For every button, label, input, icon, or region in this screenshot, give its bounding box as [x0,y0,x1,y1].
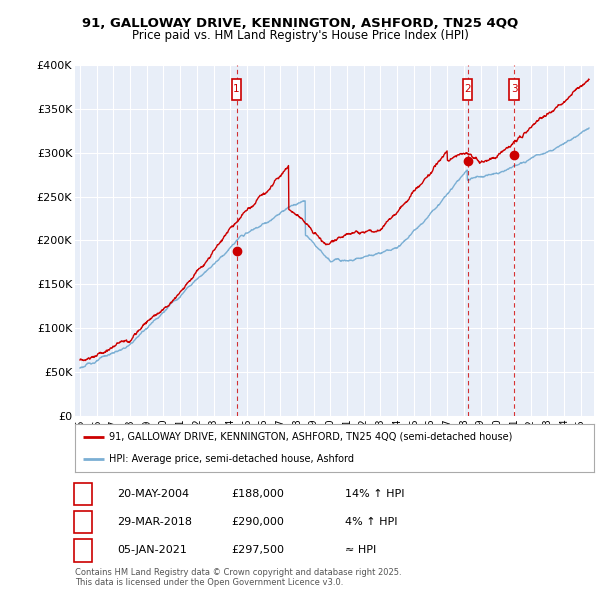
Text: 1: 1 [233,84,240,94]
Text: HPI: Average price, semi-detached house, Ashford: HPI: Average price, semi-detached house,… [109,454,354,464]
Text: 20-MAY-2004: 20-MAY-2004 [117,489,189,499]
Bar [509,79,518,100]
Text: 2: 2 [464,84,471,94]
Text: 1: 1 [80,489,87,499]
Text: ≈ HPI: ≈ HPI [345,546,376,555]
Text: 2: 2 [80,517,87,527]
Text: 29-MAR-2018: 29-MAR-2018 [117,517,192,527]
Text: 05-JAN-2021: 05-JAN-2021 [117,546,187,555]
Text: 3: 3 [80,546,87,555]
Bar [232,79,241,100]
Text: 3: 3 [511,84,517,94]
Text: 91, GALLOWAY DRIVE, KENNINGTON, ASHFORD, TN25 4QQ: 91, GALLOWAY DRIVE, KENNINGTON, ASHFORD,… [82,17,518,30]
Text: £290,000: £290,000 [231,517,284,527]
Text: £188,000: £188,000 [231,489,284,499]
Text: 4% ↑ HPI: 4% ↑ HPI [345,517,398,527]
Text: Contains HM Land Registry data © Crown copyright and database right 2025.
This d: Contains HM Land Registry data © Crown c… [75,568,401,587]
Text: 14% ↑ HPI: 14% ↑ HPI [345,489,404,499]
Text: Price paid vs. HM Land Registry's House Price Index (HPI): Price paid vs. HM Land Registry's House … [131,29,469,42]
Text: £297,500: £297,500 [231,546,284,555]
Bar [463,79,472,100]
Text: 91, GALLOWAY DRIVE, KENNINGTON, ASHFORD, TN25 4QQ (semi-detached house): 91, GALLOWAY DRIVE, KENNINGTON, ASHFORD,… [109,432,512,442]
